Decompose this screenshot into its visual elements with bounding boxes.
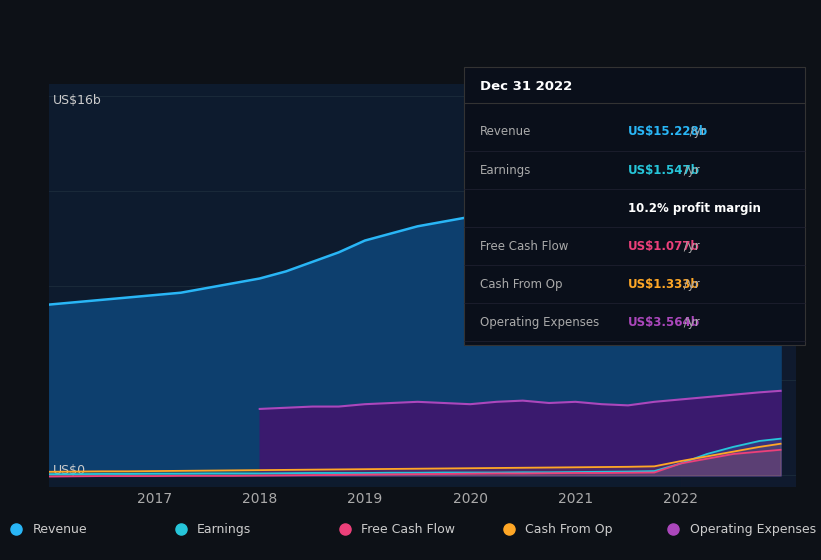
- Text: US$15.228b: US$15.228b: [628, 125, 709, 138]
- Text: Operating Expenses: Operating Expenses: [480, 316, 599, 329]
- Text: Earnings: Earnings: [480, 164, 532, 176]
- Bar: [681, 84, 796, 487]
- Text: US$1.077b: US$1.077b: [628, 240, 699, 253]
- Text: /yr: /yr: [680, 240, 699, 253]
- Text: Cash From Op: Cash From Op: [480, 278, 562, 291]
- Text: Free Cash Flow: Free Cash Flow: [480, 240, 569, 253]
- Text: Operating Expenses: Operating Expenses: [690, 522, 816, 536]
- Text: Earnings: Earnings: [197, 522, 251, 536]
- Text: Cash From Op: Cash From Op: [525, 522, 613, 536]
- Text: US$3.564b: US$3.564b: [628, 316, 700, 329]
- Text: /yr: /yr: [680, 164, 699, 176]
- Text: US$16b: US$16b: [53, 94, 102, 107]
- Text: US$1.333b: US$1.333b: [628, 278, 699, 291]
- Text: Dec 31 2022: Dec 31 2022: [480, 80, 572, 93]
- Text: /yr: /yr: [680, 278, 699, 291]
- Text: US$0: US$0: [53, 464, 86, 477]
- Text: Revenue: Revenue: [480, 125, 532, 138]
- Text: US$1.547b: US$1.547b: [628, 164, 700, 176]
- Text: Revenue: Revenue: [33, 522, 88, 536]
- Text: Free Cash Flow: Free Cash Flow: [361, 522, 455, 536]
- Text: /yr: /yr: [686, 125, 705, 138]
- Text: /yr: /yr: [680, 316, 699, 329]
- Text: 10.2% profit margin: 10.2% profit margin: [628, 202, 761, 214]
